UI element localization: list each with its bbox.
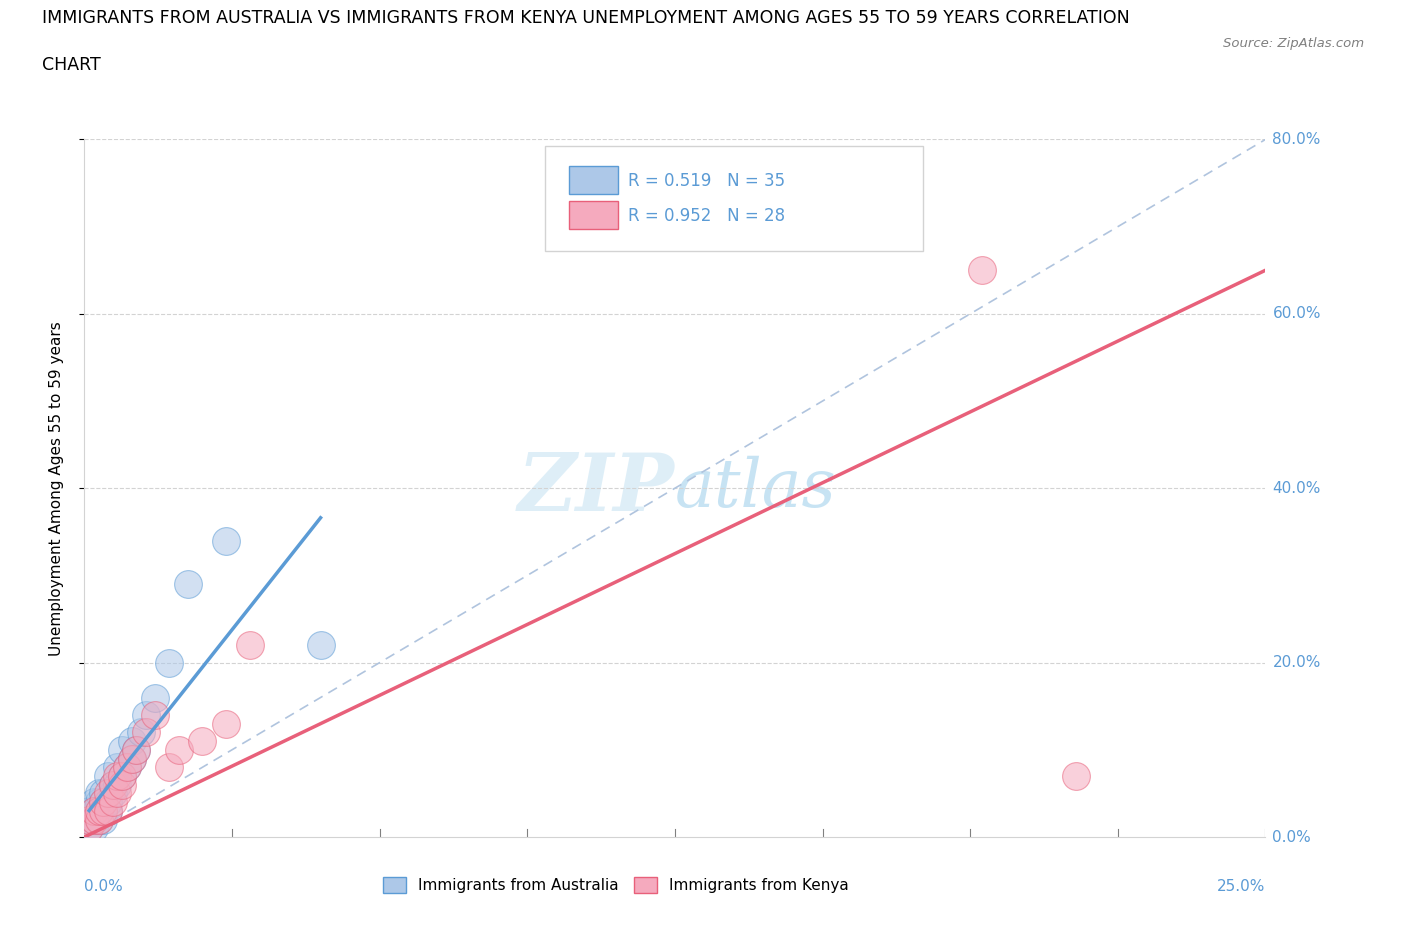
Point	[177, 577, 200, 591]
Point	[83, 804, 105, 818]
Point	[83, 804, 105, 818]
Point	[101, 786, 124, 801]
Point	[77, 821, 100, 836]
Point	[215, 533, 238, 548]
Point	[91, 794, 114, 809]
Text: R = 0.952   N = 28: R = 0.952 N = 28	[627, 206, 785, 224]
Point	[115, 760, 138, 775]
Text: CHART: CHART	[42, 56, 101, 73]
Point	[157, 655, 180, 670]
Point	[91, 794, 114, 809]
Point	[191, 734, 214, 749]
Text: atlas: atlas	[675, 456, 837, 521]
Point	[121, 751, 143, 766]
Point	[77, 821, 100, 836]
Text: 0.0%: 0.0%	[1272, 830, 1312, 844]
Point	[121, 734, 143, 749]
Point	[1066, 768, 1088, 783]
Point	[77, 804, 100, 818]
Point	[107, 768, 129, 783]
Text: 0.0%: 0.0%	[84, 879, 124, 894]
Point	[309, 638, 332, 653]
Point	[77, 812, 100, 827]
Point	[157, 760, 180, 775]
Text: IMMIGRANTS FROM AUSTRALIA VS IMMIGRANTS FROM KENYA UNEMPLOYMENT AMONG AGES 55 TO: IMMIGRANTS FROM AUSTRALIA VS IMMIGRANTS …	[42, 9, 1130, 27]
Point	[135, 725, 157, 740]
Point	[87, 804, 110, 818]
Point	[101, 777, 124, 792]
Y-axis label: Unemployment Among Ages 55 to 59 years: Unemployment Among Ages 55 to 59 years	[49, 321, 63, 656]
Legend: Immigrants from Australia, Immigrants from Kenya: Immigrants from Australia, Immigrants fr…	[377, 870, 855, 899]
Point	[97, 794, 120, 809]
Text: ZIP: ZIP	[517, 449, 675, 527]
Point	[91, 804, 114, 818]
Text: 80.0%: 80.0%	[1272, 132, 1320, 147]
Text: 40.0%: 40.0%	[1272, 481, 1320, 496]
Point	[83, 812, 105, 827]
Point	[87, 786, 110, 801]
Point	[135, 708, 157, 723]
Point	[97, 768, 120, 783]
Point	[101, 777, 124, 792]
Point	[91, 812, 114, 827]
Point	[970, 263, 993, 278]
Text: 20.0%: 20.0%	[1272, 655, 1320, 671]
Point	[143, 708, 166, 723]
Point	[101, 794, 124, 809]
Point	[83, 812, 105, 827]
Point	[87, 812, 110, 827]
Point	[107, 786, 129, 801]
Point	[239, 638, 262, 653]
Point	[87, 794, 110, 809]
Point	[87, 804, 110, 818]
Point	[115, 760, 138, 775]
Point	[215, 716, 238, 731]
Point	[129, 725, 152, 740]
Point	[107, 777, 129, 792]
Text: R = 0.519   N = 35: R = 0.519 N = 35	[627, 172, 785, 190]
Point	[77, 812, 100, 827]
Point	[167, 742, 190, 757]
Point	[107, 760, 129, 775]
FancyBboxPatch shape	[546, 147, 922, 251]
Point	[83, 821, 105, 836]
Text: Source: ZipAtlas.com: Source: ZipAtlas.com	[1223, 37, 1364, 50]
Point	[111, 742, 134, 757]
Point	[121, 751, 143, 766]
Point	[143, 690, 166, 705]
Point	[125, 742, 148, 757]
Point	[97, 786, 120, 801]
FancyBboxPatch shape	[568, 166, 619, 194]
Text: 25.0%: 25.0%	[1218, 879, 1265, 894]
Text: 60.0%: 60.0%	[1272, 306, 1320, 322]
Point	[91, 786, 114, 801]
Point	[87, 812, 110, 827]
FancyBboxPatch shape	[568, 201, 619, 229]
Point	[125, 742, 148, 757]
Point	[97, 804, 120, 818]
Point	[97, 804, 120, 818]
Point	[91, 804, 114, 818]
Point	[111, 768, 134, 783]
Point	[111, 768, 134, 783]
Point	[111, 777, 134, 792]
Point	[83, 794, 105, 809]
